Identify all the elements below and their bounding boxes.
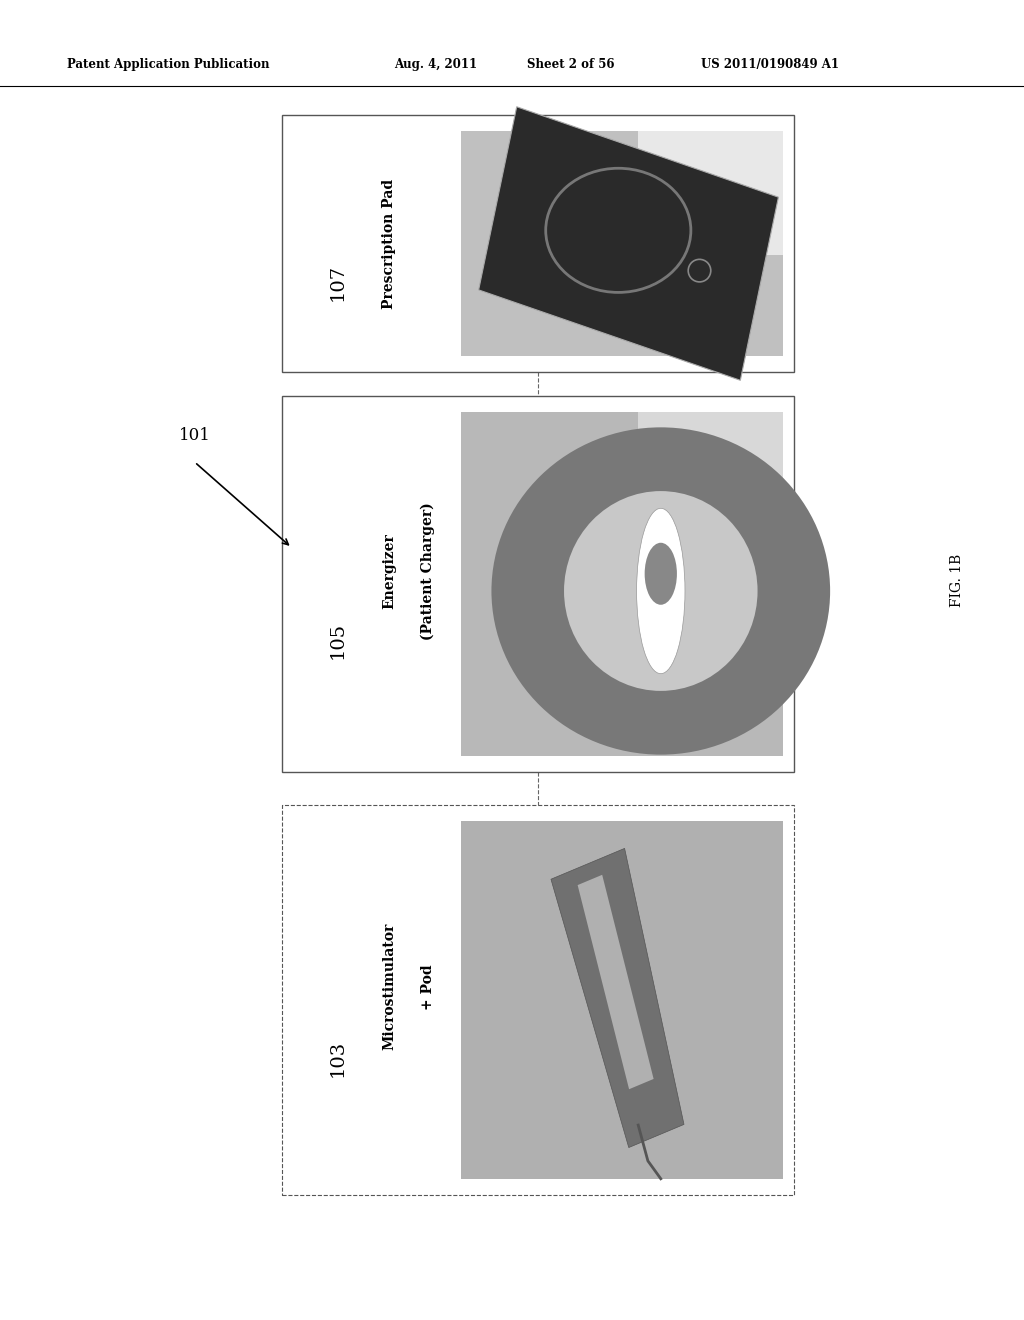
Bar xyxy=(461,131,783,356)
Text: 105: 105 xyxy=(329,622,347,659)
Ellipse shape xyxy=(645,543,677,605)
Text: 107: 107 xyxy=(329,264,347,301)
Text: US 2011/0190849 A1: US 2011/0190849 A1 xyxy=(701,58,840,71)
Ellipse shape xyxy=(492,428,830,755)
Polygon shape xyxy=(578,875,653,1089)
Text: Sheet 2 of 56: Sheet 2 of 56 xyxy=(527,58,614,71)
Text: 103: 103 xyxy=(329,1040,347,1077)
Bar xyxy=(282,805,794,1195)
Bar xyxy=(282,396,794,772)
Text: (Patient Charger): (Patient Charger) xyxy=(421,502,435,640)
Text: 101: 101 xyxy=(179,428,211,444)
Bar xyxy=(282,115,794,372)
Bar xyxy=(638,412,783,583)
Bar xyxy=(638,131,783,255)
Text: Aug. 4, 2011: Aug. 4, 2011 xyxy=(394,58,477,71)
Text: Prescription Pad: Prescription Pad xyxy=(382,178,396,309)
Text: Energizer: Energizer xyxy=(382,533,396,609)
Text: Patent Application Publication: Patent Application Publication xyxy=(67,58,269,71)
Text: Microstimulator: Microstimulator xyxy=(382,923,396,1051)
Polygon shape xyxy=(478,107,778,380)
Ellipse shape xyxy=(564,491,758,690)
Text: FIG. 1B: FIG. 1B xyxy=(950,554,965,607)
Bar xyxy=(461,821,783,1179)
Polygon shape xyxy=(551,849,684,1147)
Text: + Pod: + Pod xyxy=(421,964,435,1010)
Bar xyxy=(461,412,783,756)
Ellipse shape xyxy=(637,508,685,673)
